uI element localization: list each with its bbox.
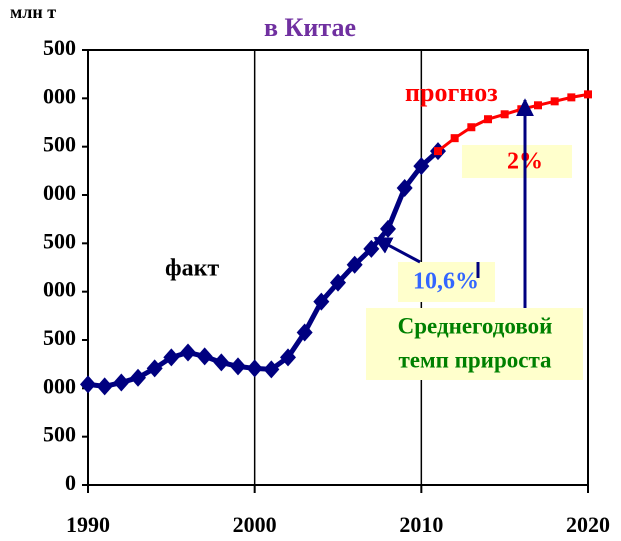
series-label: факт <box>165 256 219 282</box>
point <box>180 343 196 362</box>
plot-frame <box>87 49 589 486</box>
y-tick-label: 500 <box>43 35 76 60</box>
point <box>550 97 559 106</box>
annotation-box <box>366 308 583 380</box>
x-tick-label: 2020 <box>566 512 610 537</box>
point <box>246 359 263 378</box>
point <box>500 110 509 119</box>
point <box>380 219 396 238</box>
point <box>80 375 96 394</box>
point <box>450 134 459 143</box>
point <box>113 373 130 392</box>
point <box>96 377 113 396</box>
y-tick-label: 500 <box>43 132 76 157</box>
point <box>130 368 146 387</box>
point <box>567 93 576 102</box>
point <box>484 115 492 124</box>
point <box>330 273 346 292</box>
series-label: прогноз <box>405 78 498 107</box>
point <box>263 360 280 379</box>
point <box>230 357 246 376</box>
point <box>584 90 592 99</box>
chart-title: в Китае <box>264 13 356 42</box>
annotation-box <box>462 145 572 178</box>
y-tick-label: 000 <box>43 373 76 398</box>
x-tick-label: 2010 <box>399 512 443 537</box>
point <box>313 292 330 311</box>
point <box>534 101 542 110</box>
y-tick-label: 000 <box>43 180 76 205</box>
point <box>413 157 430 176</box>
y-tick-label: 000 <box>43 83 76 108</box>
annotation: темп прироста <box>398 347 552 372</box>
point <box>467 123 476 132</box>
arrow <box>373 236 421 264</box>
y-tick-label: 0 <box>65 470 76 495</box>
series-line <box>437 92 589 153</box>
annotation: Среднегодовой <box>398 313 553 338</box>
annotation: 10,6% <box>413 269 479 295</box>
point <box>163 348 180 367</box>
y-tick-label: 500 <box>43 325 76 350</box>
point <box>280 348 296 367</box>
point <box>396 179 413 198</box>
point <box>213 353 230 372</box>
point <box>434 147 442 156</box>
point <box>146 359 163 378</box>
y-tick-label: 500 <box>43 228 76 253</box>
point <box>346 255 363 274</box>
y-tick-label: 500 <box>43 422 76 447</box>
x-tick-label: 2000 <box>233 512 277 537</box>
y-axis-label: млн т <box>10 2 56 22</box>
point <box>196 347 213 366</box>
point <box>296 323 313 342</box>
y-tick-label: 000 <box>43 277 76 302</box>
x-tick-label: 1990 <box>66 512 110 537</box>
